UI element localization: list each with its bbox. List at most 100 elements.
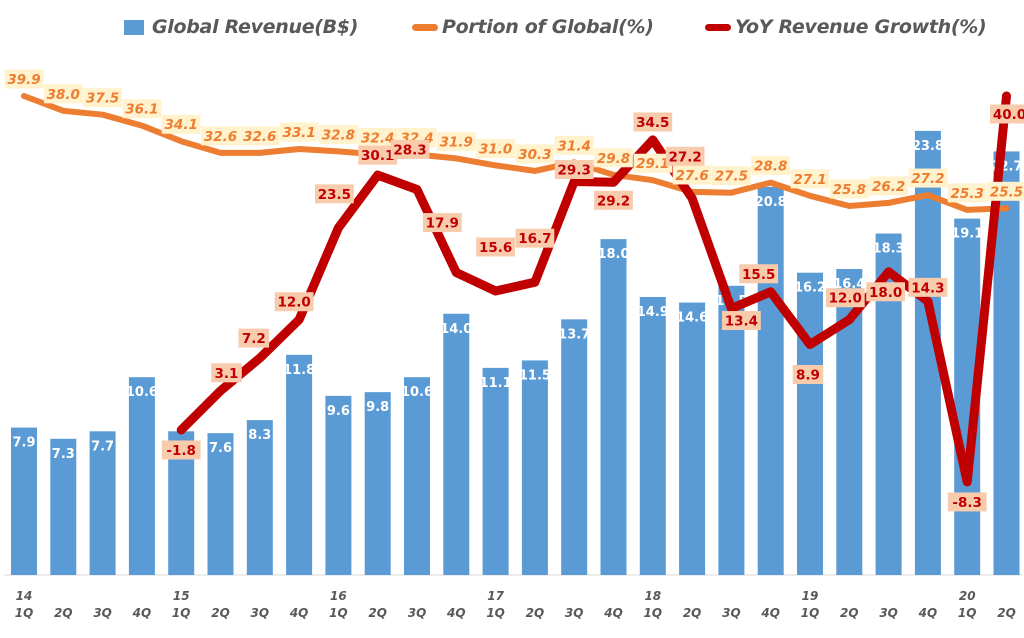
x-tick-quarter-label: 3Q: [565, 606, 584, 620]
legend-item-revenue[interactable]: Global Revenue(B$): [124, 10, 358, 44]
growth-data-label: -8.3: [952, 495, 982, 511]
portion-data-label-bg: [83, 88, 122, 108]
x-tick-quarter-label: 3Q: [879, 606, 898, 620]
revenue-bar-label: 13.7: [558, 327, 590, 342]
x-tick-year-label: 17: [487, 589, 504, 603]
growth-data-label: 14.3: [911, 280, 944, 296]
x-tick-quarter-label: 1Q: [329, 606, 348, 620]
revenue-bar: [443, 313, 470, 575]
revenue-bar: [89, 431, 116, 575]
portion-data-label-bg: [751, 156, 791, 176]
portion-data-label: 34.1: [165, 117, 198, 133]
portion-data-label-bg: [319, 124, 358, 144]
portion-data-label: 25.3: [951, 186, 984, 202]
portion-data-label-bg: [201, 126, 240, 146]
growth-data-label-bg: [990, 104, 1024, 124]
revenue-bar-label: 18.0: [597, 247, 629, 262]
revenue-bar-label: 11.5: [519, 368, 551, 383]
portion-data-label-bg: [43, 84, 83, 104]
x-tick-quarter-label: 3Q: [722, 606, 741, 620]
revenue-bar: [286, 354, 313, 575]
growth-data-label: 34.5: [636, 115, 669, 131]
x-tick-quarter-label: 2Q: [368, 606, 387, 620]
portion-line-group: [21, 93, 1010, 213]
portion-data-label: 27.2: [911, 171, 944, 187]
x-tick-quarter-label: 1Q: [486, 606, 505, 620]
x-tick-quarter-label: 4Q: [760, 606, 780, 620]
revenue-bar: [521, 360, 548, 575]
revenue-bar-label: 20.8: [755, 195, 787, 210]
x-tick-year-label: 15: [173, 589, 190, 603]
revenue-bar: [797, 272, 823, 575]
portion-line: [21, 93, 1010, 213]
growth-data-label-bg: [866, 282, 905, 302]
growth-data-label: 12.0: [277, 295, 310, 311]
growth-data-label: -1.8: [166, 443, 196, 459]
portion-labels: 39.9 38.0 37.5 36.1 34.1 32.6 32.6 33.1 32.8 32.4…: [4, 69, 1024, 203]
x-tick-quarter-label: 1Q: [172, 606, 191, 620]
portion-data-label: 27.1: [793, 172, 826, 188]
growth-data-label-bg: [315, 184, 354, 204]
portion-data-label: 32.4: [361, 131, 394, 147]
revenue-bar: [364, 392, 391, 575]
growth-data-label-bg: [908, 277, 948, 297]
growth-data-label-bg: [390, 139, 430, 159]
growth-data-label-bg: [594, 190, 633, 210]
legend-item-portion[interactable]: Portion of Global(%): [412, 10, 654, 44]
portion-data-label-bg: [594, 148, 633, 168]
x-tick-quarter-label: 4Q: [289, 606, 309, 620]
revenue-bar-label: 10.6: [401, 385, 433, 400]
growth-data-label: 18.0: [869, 285, 902, 301]
growth-data-label: 8.9: [796, 367, 820, 383]
growth-data-label: 28.3: [393, 142, 426, 158]
x-tick-quarter-label: 4Q: [132, 606, 152, 620]
x-tick-quarter-label: 1Q: [15, 606, 34, 620]
x-tick-quarter-label: 1Q: [958, 606, 977, 620]
x-tick-year-label: 18: [644, 589, 661, 603]
growth-data-label: 40.0: [993, 107, 1024, 123]
legend-label-revenue: Global Revenue(B$): [152, 16, 359, 38]
legend-label-growth: YoY Revenue Growth(%): [735, 16, 987, 38]
revenue-bar-label: 19.1: [951, 227, 983, 242]
x-axis-tick-labels: 14 1Q 2Q 3Q 4Q 15 1Q 2Q 3Q 4Q 16 1Q 2Q 3Q 4Q 17 1Q 2Q 3Q 4Q…: [15, 589, 1016, 620]
portion-data-label-bg: [515, 144, 555, 164]
revenue-bar-label: 23.8: [912, 139, 944, 154]
portion-data-label-bg: [947, 183, 987, 203]
revenue-bar-label: 7.3: [52, 447, 75, 462]
revenue-bar-label: 18.3: [873, 242, 905, 257]
x-tick-quarter-label: 4Q: [446, 606, 466, 620]
x-tick-year-label: 16: [330, 589, 347, 603]
growth-data-label-bg: [633, 112, 673, 132]
portion-data-label: 39.9: [7, 72, 40, 88]
portion-data-label: 36.1: [125, 102, 158, 118]
growth-data-label-bg: [722, 311, 761, 331]
revenue-bar: [325, 395, 352, 575]
portion-data-label-bg: [869, 176, 908, 196]
legend-swatch-portion: [412, 23, 438, 31]
portion-data-label-bg: [633, 153, 673, 173]
portion-data-label: 25.8: [833, 182, 866, 198]
portion-data-label-bg: [358, 128, 398, 147]
x-tick-year-label: 14: [16, 589, 33, 603]
revenue-bar: [11, 427, 37, 575]
growth-data-label-bg: [792, 364, 824, 384]
portion-data-label-bg: [672, 165, 712, 185]
growth-data-label: 29.2: [597, 193, 630, 209]
growth-data-label: 3.1: [215, 366, 239, 382]
legend: Global Revenue(B$) Portion of Global(%) …: [0, 10, 1024, 44]
portion-data-label-bg: [161, 114, 201, 134]
x-tick-quarter-label: 4Q: [918, 606, 938, 620]
x-tick-year-label: 20: [959, 589, 976, 603]
portion-data-label: 25.5: [990, 184, 1023, 200]
revenue-bar: [639, 296, 666, 575]
revenue-bar-label: 7.9: [12, 436, 35, 451]
growth-data-label: 16.7: [518, 231, 551, 247]
growth-data-label-bg: [739, 264, 779, 284]
legend-item-growth[interactable]: YoY Revenue Growth(%): [705, 10, 987, 44]
revenue-bar-label: 14.9: [637, 305, 669, 320]
growth-data-label: 15.6: [479, 240, 512, 256]
revenue-bar: [207, 433, 234, 575]
portion-data-label: 30.3: [518, 147, 551, 163]
growth-data-label-bg: [825, 288, 865, 308]
growth-data-label-bg: [665, 146, 705, 166]
